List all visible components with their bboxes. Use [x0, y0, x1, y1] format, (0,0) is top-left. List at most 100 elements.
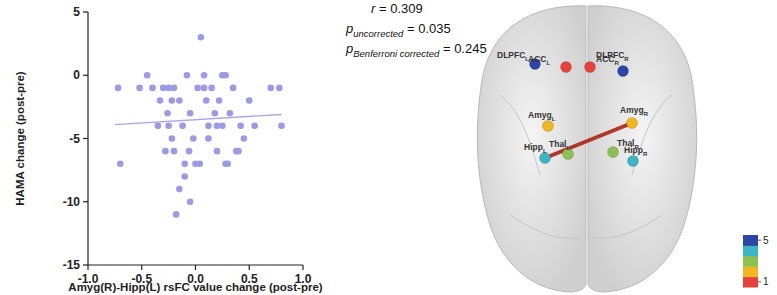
node-label-main: Hipp	[524, 142, 543, 152]
point	[251, 123, 258, 130]
node-label: DLPFCL	[497, 50, 529, 62]
node	[628, 156, 639, 167]
x-tick	[87, 265, 88, 270]
point	[208, 85, 215, 92]
y-axis-title: HAMA change (post-pre)	[14, 71, 26, 206]
annotation: r = 0.309	[371, 1, 423, 16]
point	[181, 161, 188, 168]
point	[216, 97, 223, 104]
point	[115, 85, 122, 92]
node-label-subscript: L	[543, 148, 547, 154]
annotation: puncorrected = 0.035	[345, 21, 451, 39]
node	[608, 147, 619, 158]
node-label: ThalL	[549, 139, 570, 151]
point	[201, 85, 208, 92]
node	[540, 153, 551, 164]
annotation-subscript: uncorrected	[353, 28, 404, 39]
x-axis-title: Amyg(R)-Hipp(L) rsFC value change (post-…	[68, 281, 322, 293]
node-label-main: Hipp	[624, 145, 643, 155]
node	[618, 66, 629, 77]
point	[155, 123, 162, 130]
point	[201, 72, 208, 79]
colorbar-tick-label: 1	[763, 276, 769, 287]
node-label-main: ACC	[528, 54, 546, 64]
node-label: ACCL	[528, 54, 550, 66]
colorbar-band	[743, 266, 758, 277]
annotation-value: = 0.035	[403, 21, 450, 36]
annotation-symbol: p	[345, 41, 353, 56]
point	[235, 148, 242, 155]
point	[164, 110, 171, 117]
y-tick-label: -10	[63, 195, 81, 209]
point	[227, 110, 234, 117]
point	[194, 85, 201, 92]
point	[205, 135, 212, 142]
node	[543, 121, 554, 132]
point	[117, 161, 124, 168]
point	[176, 97, 183, 104]
point	[173, 211, 180, 218]
node-label-subscript: R	[643, 151, 648, 157]
point	[214, 148, 221, 155]
trend-line	[115, 114, 282, 124]
plot-area	[115, 34, 285, 218]
point	[171, 148, 178, 155]
node-label: HippL	[524, 142, 547, 154]
point	[169, 97, 176, 104]
colorbar-tick	[758, 240, 761, 241]
annotation-value: = 0.245	[439, 41, 486, 56]
node-label-subscript: L	[566, 145, 570, 151]
figure: -15-10-505-1.0-0.50.00.51.0HAMA change (…	[0, 0, 777, 295]
point	[230, 85, 237, 92]
node-label-main: Thal	[549, 139, 566, 149]
y-tick	[83, 201, 88, 202]
axes	[83, 12, 303, 270]
node-label-subscript: R	[624, 56, 629, 62]
point	[203, 97, 210, 104]
y-tick	[83, 138, 88, 139]
left-hemisphere	[477, 6, 586, 292]
colorbar-tick	[758, 281, 761, 282]
node-label: AmygR	[620, 105, 649, 117]
annotation: pBenferroni corrected = 0.245	[345, 41, 487, 59]
point	[246, 97, 253, 104]
node-label-subscript: L	[552, 116, 556, 122]
node-label-main: DLPFC	[596, 50, 624, 60]
colorbar-band	[743, 235, 758, 246]
node-label: HippR	[624, 145, 648, 157]
x-tick	[195, 265, 196, 270]
brain-outline	[477, 6, 696, 292]
point	[171, 85, 178, 92]
node-label-main: DLPFC	[497, 50, 525, 60]
node-label-main: Amyg	[528, 110, 552, 120]
point	[165, 123, 172, 130]
x-tick	[302, 265, 303, 270]
point	[237, 123, 244, 130]
y-tick-label: -15	[63, 258, 81, 272]
y-tick	[83, 75, 88, 76]
right-hemisphere	[588, 6, 697, 292]
point	[186, 148, 193, 155]
point	[278, 123, 285, 130]
node	[561, 62, 572, 73]
node-label-subscript: L	[546, 60, 550, 66]
annotation-symbol: p	[345, 21, 353, 36]
colorbar-band	[743, 245, 758, 256]
node-label: DLPFCR	[596, 50, 629, 62]
point	[224, 161, 231, 168]
brain-contours	[500, 95, 672, 238]
point	[241, 135, 248, 142]
x-tick	[249, 265, 250, 270]
node-label-subscript: R	[614, 60, 619, 66]
point	[198, 34, 205, 41]
point	[276, 85, 283, 92]
point	[222, 72, 229, 79]
y-tick	[83, 264, 88, 265]
point	[197, 161, 204, 168]
node-label: AmygL	[528, 110, 556, 122]
y-tick-label: -5	[69, 132, 80, 146]
point	[136, 85, 143, 92]
node	[627, 118, 638, 129]
colorbar-tick-label: 5	[763, 235, 769, 246]
point	[187, 198, 194, 205]
